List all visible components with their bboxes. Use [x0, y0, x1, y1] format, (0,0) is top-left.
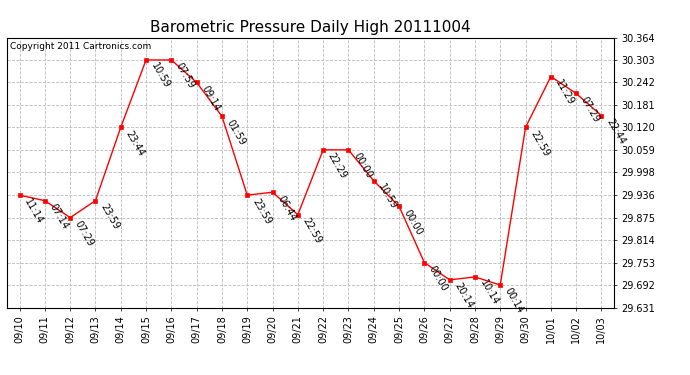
Text: 06:44: 06:44 — [275, 194, 298, 223]
Text: 23:59: 23:59 — [250, 196, 273, 226]
Text: 22:59: 22:59 — [529, 129, 551, 158]
Text: 20:14: 20:14 — [453, 281, 475, 310]
Text: 22:29: 22:29 — [326, 151, 348, 181]
Text: 09:14: 09:14 — [199, 84, 222, 113]
Text: 07:29: 07:29 — [579, 95, 602, 124]
Text: 23:59: 23:59 — [98, 202, 121, 231]
Text: 10:14: 10:14 — [477, 278, 500, 308]
Text: 00:14: 00:14 — [503, 286, 526, 315]
Text: 22:59: 22:59 — [301, 216, 324, 245]
Text: 07:14: 07:14 — [48, 202, 70, 231]
Text: 23:44: 23:44 — [124, 129, 146, 158]
Text: 00:00: 00:00 — [427, 264, 450, 293]
Text: 01:59: 01:59 — [225, 118, 247, 147]
Text: Copyright 2011 Cartronics.com: Copyright 2011 Cartronics.com — [10, 42, 151, 51]
Text: 11:14: 11:14 — [22, 196, 45, 226]
Text: 00:00: 00:00 — [402, 208, 424, 237]
Text: 11:29: 11:29 — [553, 78, 576, 107]
Text: 10:59: 10:59 — [149, 62, 171, 90]
Text: 10:59: 10:59 — [377, 182, 399, 212]
Text: 22:44: 22:44 — [604, 117, 627, 146]
Text: 07:29: 07:29 — [73, 219, 96, 248]
Text: 07:59: 07:59 — [174, 62, 197, 91]
Text: 00:00: 00:00 — [351, 151, 374, 180]
Title: Barometric Pressure Daily High 20111004: Barometric Pressure Daily High 20111004 — [150, 20, 471, 35]
